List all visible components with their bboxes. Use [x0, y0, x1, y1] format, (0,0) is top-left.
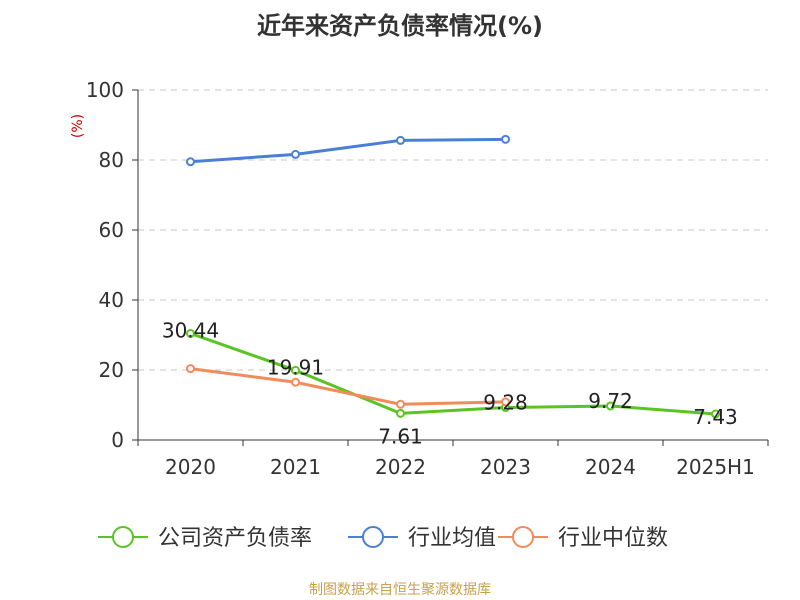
y-axis-label: (%)	[70, 114, 86, 138]
data-label-4: 9.72	[588, 389, 633, 413]
data-point-1-3	[501, 134, 510, 144]
axes	[132, 89, 769, 446]
legend-label-1: 行业均值	[408, 526, 496, 551]
chart-title: 近年来资产负债率情况(%)	[257, 12, 543, 40]
data-point-2-0	[186, 364, 195, 374]
data-labels: 30.44 19.91 7.61 9.28 9.72 7.43	[162, 318, 738, 448]
y-tick-label-20: 20	[99, 358, 124, 382]
series-lines	[186, 134, 720, 419]
y-tick-label-40: 40	[99, 288, 124, 312]
x-tick-label-2021: 2021	[270, 455, 321, 479]
x-tick-label-2024: 2024	[585, 455, 636, 479]
data-point-0-1	[291, 365, 300, 375]
data-source-note: 制图数据来自恒生聚源数据库	[309, 582, 491, 598]
x-tick-label-2022: 2022	[375, 455, 426, 479]
data-point-0-0	[186, 328, 195, 338]
data-point-2-3	[501, 397, 510, 407]
x-tick-label-2023: 2023	[480, 455, 531, 479]
series-line-0	[190, 332, 716, 416]
legend: 公司资产负债率 行业均值 行业中位数	[98, 526, 668, 551]
data-point-0-4	[606, 401, 615, 411]
data-point-1-0	[186, 157, 195, 167]
data-point-2-2	[396, 399, 405, 409]
legend-label-2: 行业中位数	[558, 526, 668, 551]
x-tick-label-2020: 2020	[165, 455, 216, 479]
data-label-3: 9.28	[483, 391, 528, 415]
grid-lines	[138, 89, 768, 371]
data-label-2: 7.61	[378, 424, 423, 448]
data-point-1-1	[291, 149, 300, 159]
y-tick-label-80: 80	[99, 148, 124, 172]
y-tick-label-60: 60	[99, 218, 124, 242]
data-label-1: 19.91	[267, 355, 324, 379]
data-label-5: 7.43	[693, 405, 738, 429]
x-tick-label-2025H1: 2025H1	[676, 455, 755, 479]
tick-labels: 0 20 40 60 80 100(%) 2020 2021 2022 2023 2024 2025H…	[70, 78, 755, 479]
data-point-0-2	[396, 408, 405, 418]
data-label-0: 30.44	[162, 318, 219, 342]
series-line-2	[190, 367, 506, 406]
data-point-0-5	[711, 409, 720, 419]
legend-marker-1	[362, 526, 384, 548]
series-line-1	[190, 137, 506, 164]
data-point-2-1	[291, 377, 300, 387]
y-tick-label-0: 0	[111, 428, 124, 452]
data-point-1-2	[396, 135, 405, 145]
y-tick-label-100: 100	[86, 78, 124, 102]
legend-label-0: 公司资产负债率	[158, 526, 312, 551]
legend-marker-2	[512, 526, 534, 548]
legend-marker-0	[112, 526, 134, 548]
